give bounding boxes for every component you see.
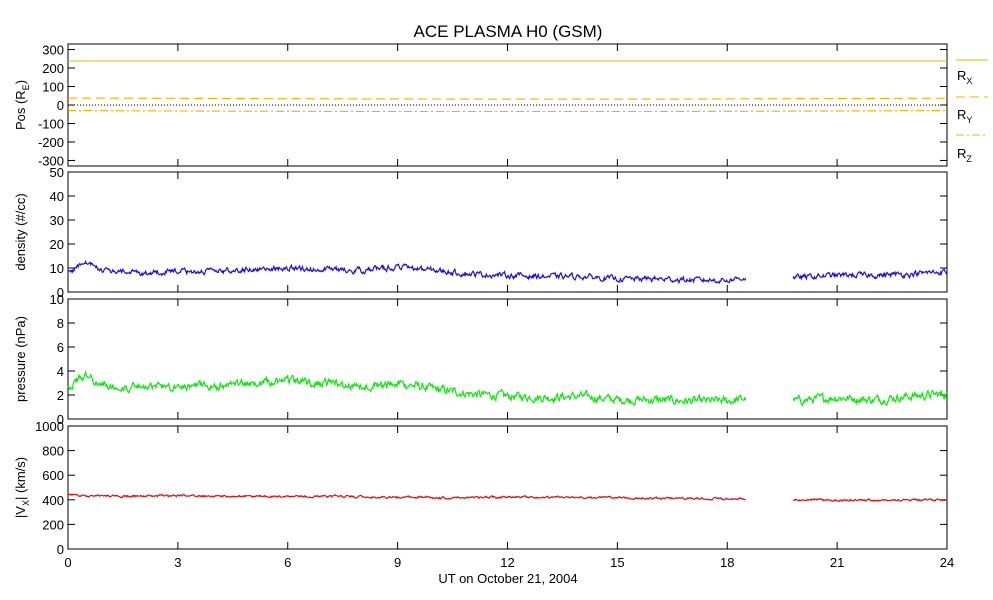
series-line-pressure-seg1 [67,369,747,406]
x-tick-label: 18 [720,555,734,570]
y-axis-label-text: pressure (nPa) [13,316,28,402]
y-tick-label: 10 [50,261,64,276]
x-axis-ticks: 0 3 6 9 12 15 18 21 24 [64,555,954,570]
x-tick-label: 12 [500,555,514,570]
y-tick-label: 800 [42,444,64,459]
y-tick-label: 0 [57,542,64,557]
legend-label-sub: Y [966,115,972,125]
x-tick-label: 9 [394,555,401,570]
x-tick-label: 0 [64,555,71,570]
legend-label-rx: RX [957,68,972,86]
y-tick-label: 10 [50,292,64,307]
y-tick-label: 50 [50,165,64,180]
y-tick-label: -300 [38,153,64,168]
y-tick-label: 2 [57,388,64,403]
series-line-pressure-seg2 [792,388,948,407]
y-axis-label: density (#/cc) [13,193,28,270]
legend-label-ry: RY [957,107,972,125]
x-tick-label: 21 [830,555,844,570]
panel-frame [67,298,948,420]
legend-label-main: R [957,68,966,83]
series-line-density-seg1 [67,259,747,285]
panel-frame [67,425,948,550]
y-tick-label: -200 [38,135,64,150]
y-tick-label: 300 [42,43,64,58]
y-tick-label: 4 [57,364,64,379]
y-axis-label-tail: | (km/s) [13,457,28,500]
series-line-vx-seg2 [792,497,948,503]
panel-pressure: 10 8 6 4 2 0 pressure (nPa) [13,292,948,427]
series-line-ry [67,97,948,100]
x-axis-label: UT on October 21, 2004 [438,571,577,586]
x-tick-label: 15 [610,555,624,570]
panel-frame [67,171,948,293]
y-tick-label: 1000 [35,419,64,434]
legend-label-main: R [957,146,966,161]
y-tick-label: -100 [38,116,64,131]
legend-label-main: R [957,107,966,122]
y-tick-label: 0 [57,285,64,300]
series-line-vx-seg1 [67,493,746,501]
series-line-density-seg2 [792,268,948,281]
y-tick-label: 30 [50,213,64,228]
panel-vx: 1000 800 600 400 200 0 |VX| (km/s) [13,419,948,557]
y-tick-label: 200 [42,61,64,76]
y-tick-label: 200 [42,517,64,532]
y-axis-label-sub: E [21,84,31,90]
panel-density: 50 40 30 20 10 0 density (#/cc) [13,165,948,300]
y-tick-label: 6 [57,340,64,355]
y-tick-label: 100 [42,80,64,95]
x-tick-label: 3 [174,555,181,570]
y-tick-label: 400 [42,493,64,508]
y-axis-label-tail: ) [13,80,28,84]
series-line-rz [67,109,948,113]
y-axis-label: pressure (nPa) [13,316,28,402]
y-tick-label: 8 [57,316,64,331]
y-tick-label: 40 [50,189,64,204]
y-axis-label-text: density (#/cc) [13,193,28,270]
y-tick-label: 0 [57,412,64,427]
y-axis-label-text: Pos (R [13,90,28,130]
legend-label-sub: X [966,76,972,86]
y-tick-label: 20 [50,237,64,252]
x-tick-label: 6 [284,555,291,570]
x-tick-label: 24 [940,555,954,570]
legend-label-sub: Z [966,154,972,164]
y-axis-label: Pos (RE) [13,80,31,130]
y-axis-label-sub: X [21,500,31,506]
y-axis-label-text: |V [13,506,28,518]
y-axis-label: |VX| (km/s) [13,457,31,518]
y-tick-label: 600 [42,468,64,483]
legend-label-rz: RZ [957,146,972,164]
chart-title: ACE PLASMA H0 (GSM) [414,22,603,41]
y-tick-label: 0 [57,98,64,113]
